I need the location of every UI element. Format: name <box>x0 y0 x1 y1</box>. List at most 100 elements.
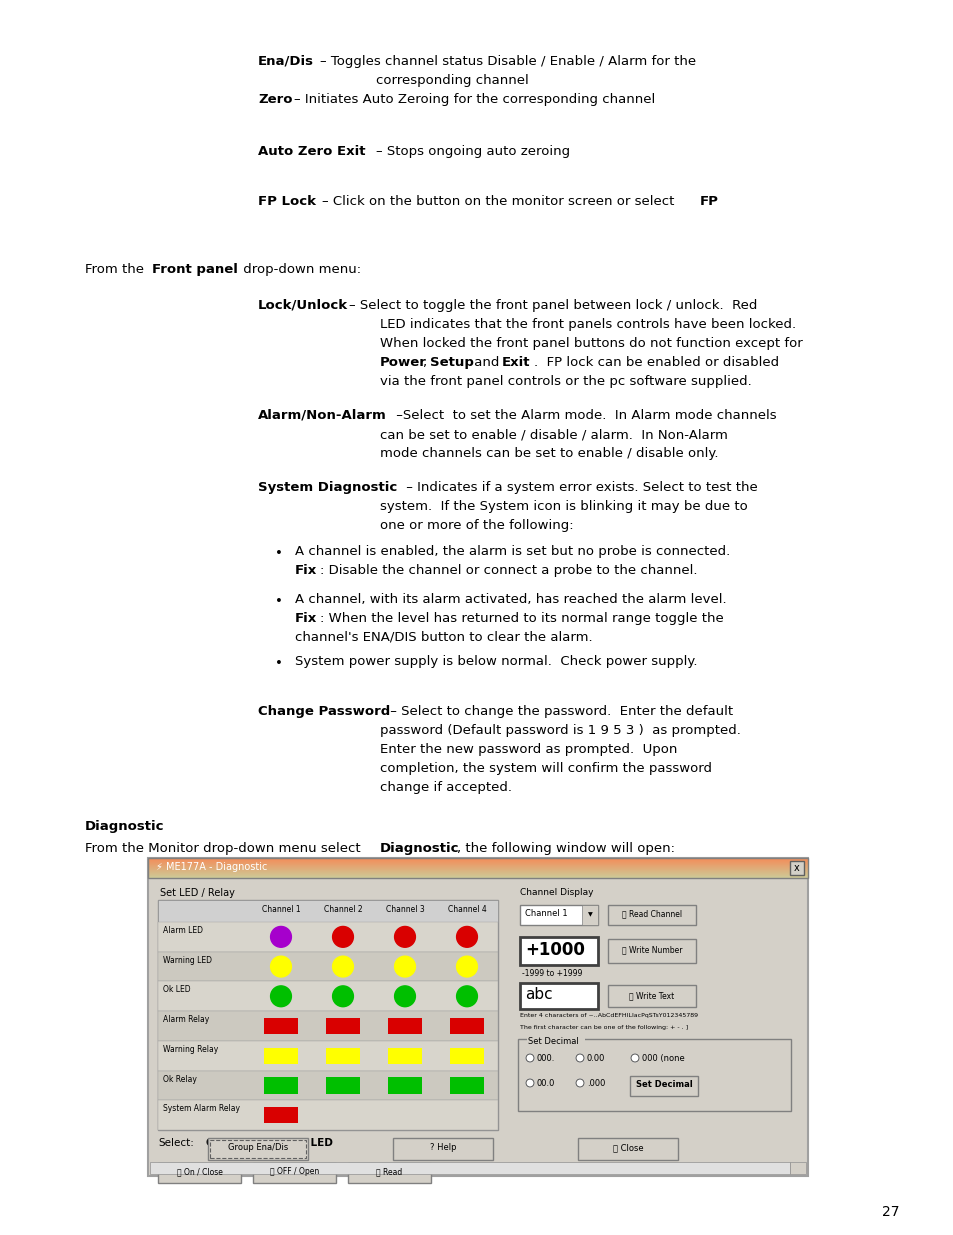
FancyBboxPatch shape <box>158 1041 497 1071</box>
Text: +1000: +1000 <box>524 941 584 960</box>
Text: Power: Power <box>379 356 426 369</box>
Text: via the front panel controls or the pc software supplied.: via the front panel controls or the pc s… <box>379 375 751 388</box>
Text: Fix: Fix <box>294 564 317 577</box>
Text: – Click on the button on the monitor screen or select: – Click on the button on the monitor scr… <box>322 195 678 207</box>
Text: Ena/Dis: Ena/Dis <box>257 56 314 68</box>
FancyBboxPatch shape <box>148 858 807 1176</box>
Text: and: and <box>470 356 503 369</box>
Text: –Select  to set the Alarm mode.  In Alarm mode channels: –Select to set the Alarm mode. In Alarm … <box>392 409 776 422</box>
Text: From the Monitor drop-down menu select: From the Monitor drop-down menu select <box>85 842 364 855</box>
Text: Channel 1: Channel 1 <box>524 909 567 918</box>
Circle shape <box>456 956 476 977</box>
FancyBboxPatch shape <box>264 1018 297 1034</box>
Text: : When the level has returned to its normal range toggle the: : When the level has returned to its nor… <box>319 613 723 625</box>
FancyBboxPatch shape <box>253 1163 335 1183</box>
Text: ⭐ Read: ⭐ Read <box>376 1167 402 1176</box>
Text: ⚡ ME177A - Diagnostic: ⚡ ME177A - Diagnostic <box>156 862 267 872</box>
Text: Alarm Relay: Alarm Relay <box>163 1015 209 1024</box>
Text: System Diagnostic: System Diagnostic <box>257 480 396 494</box>
Text: -1999 to +1999: -1999 to +1999 <box>521 969 581 978</box>
Text: Channel 2: Channel 2 <box>323 905 362 914</box>
Text: LED indicates that the front panels controls have been locked.: LED indicates that the front panels cont… <box>379 317 796 331</box>
Text: Fix: Fix <box>294 613 317 625</box>
Text: Alarm/Non-Alarm: Alarm/Non-Alarm <box>257 409 386 422</box>
FancyBboxPatch shape <box>519 983 598 1009</box>
Text: Ok Relay: Ok Relay <box>163 1074 196 1083</box>
FancyBboxPatch shape <box>450 1018 483 1034</box>
Text: FP Lock: FP Lock <box>257 195 315 207</box>
Text: •: • <box>274 547 283 559</box>
Text: ? Help: ? Help <box>429 1144 456 1152</box>
Text: Set Decimal: Set Decimal <box>635 1079 692 1089</box>
FancyBboxPatch shape <box>526 1034 584 1044</box>
Text: A channel, with its alarm activated, has reached the alarm level.: A channel, with its alarm activated, has… <box>294 593 726 606</box>
Circle shape <box>395 926 415 947</box>
Text: password (Default password is 1 9 5 3 )  as prompted.: password (Default password is 1 9 5 3 ) … <box>379 724 740 737</box>
Text: •: • <box>274 657 283 671</box>
FancyBboxPatch shape <box>388 1018 421 1034</box>
FancyBboxPatch shape <box>158 923 497 952</box>
Text: •: • <box>274 595 283 608</box>
FancyBboxPatch shape <box>264 1047 297 1063</box>
FancyBboxPatch shape <box>789 861 803 876</box>
FancyBboxPatch shape <box>607 905 696 925</box>
Circle shape <box>271 926 291 947</box>
FancyBboxPatch shape <box>158 982 497 1011</box>
FancyBboxPatch shape <box>158 1071 497 1100</box>
Text: – Stops ongoing auto zeroing: – Stops ongoing auto zeroing <box>375 144 570 158</box>
FancyBboxPatch shape <box>393 1137 493 1160</box>
Text: Warning Relay: Warning Relay <box>163 1045 218 1053</box>
FancyBboxPatch shape <box>450 1077 483 1094</box>
Text: 📄 Write Number: 📄 Write Number <box>621 945 681 953</box>
Text: x: x <box>793 863 799 873</box>
FancyBboxPatch shape <box>388 1047 421 1063</box>
Text: – Toggles channel status Disable / Enable / Alarm for the: – Toggles channel status Disable / Enabl… <box>319 56 696 68</box>
FancyBboxPatch shape <box>629 1076 698 1095</box>
Text: Channel 3: Channel 3 <box>385 905 424 914</box>
Circle shape <box>395 986 415 1007</box>
Text: The first character can be one of the following: + - . ]: The first character can be one of the fo… <box>519 1025 687 1030</box>
Text: Group Ena/Dis: Group Ena/Dis <box>228 1144 288 1152</box>
Text: system.  If the System icon is blinking it may be due to: system. If the System icon is blinking i… <box>379 500 747 513</box>
Text: ,: , <box>422 356 431 369</box>
Text: Zero: Zero <box>257 93 293 106</box>
Text: Enter 4 characters of ~..AbCdEFHILlacPqSTsY012345789: Enter 4 characters of ~..AbCdEFHILlacPqS… <box>519 1013 698 1018</box>
FancyBboxPatch shape <box>158 900 497 923</box>
FancyBboxPatch shape <box>388 1077 421 1094</box>
Text: From the: From the <box>85 263 148 275</box>
Text: : Disable the channel or connect a probe to the channel.: : Disable the channel or connect a probe… <box>319 564 697 577</box>
Text: channel's ENA/DIS button to clear the alarm.: channel's ENA/DIS button to clear the al… <box>294 631 592 643</box>
Text: completion, the system will confirm the password: completion, the system will confirm the … <box>379 762 711 776</box>
Circle shape <box>576 1053 583 1062</box>
FancyBboxPatch shape <box>607 939 696 963</box>
FancyBboxPatch shape <box>607 986 696 1007</box>
Text: – Indicates if a system error exists. Select to test the: – Indicates if a system error exists. Se… <box>401 480 757 494</box>
Text: 00.0: 00.0 <box>537 1079 555 1088</box>
Circle shape <box>576 1079 583 1087</box>
Text: one or more of the following:: one or more of the following: <box>379 519 573 532</box>
Circle shape <box>525 1053 534 1062</box>
Text: 000 (none: 000 (none <box>641 1053 684 1063</box>
Circle shape <box>333 986 353 1007</box>
FancyBboxPatch shape <box>348 1163 431 1183</box>
Text: Channel 1, Alarm LED: Channel 1, Alarm LED <box>206 1137 333 1149</box>
Text: A channel is enabled, the alarm is set but no probe is connected.: A channel is enabled, the alarm is set b… <box>294 545 729 558</box>
Text: Channel 4: Channel 4 <box>447 905 486 914</box>
Circle shape <box>456 986 476 1007</box>
FancyBboxPatch shape <box>158 900 497 1130</box>
Text: Ok LED: Ok LED <box>163 986 191 994</box>
Text: Lock/Unlock: Lock/Unlock <box>257 299 348 312</box>
Circle shape <box>271 956 291 977</box>
FancyBboxPatch shape <box>264 1077 297 1094</box>
FancyBboxPatch shape <box>150 1162 789 1174</box>
FancyBboxPatch shape <box>581 905 598 925</box>
Text: change if accepted.: change if accepted. <box>379 781 512 794</box>
Text: ▼: ▼ <box>587 911 592 918</box>
FancyBboxPatch shape <box>326 1047 359 1063</box>
Circle shape <box>456 926 476 947</box>
FancyBboxPatch shape <box>519 937 598 965</box>
Text: 0.00: 0.00 <box>586 1053 605 1063</box>
Circle shape <box>395 956 415 977</box>
FancyBboxPatch shape <box>789 1162 805 1174</box>
Text: – Initiates Auto Zeroing for the corresponding channel: – Initiates Auto Zeroing for the corresp… <box>294 93 655 106</box>
